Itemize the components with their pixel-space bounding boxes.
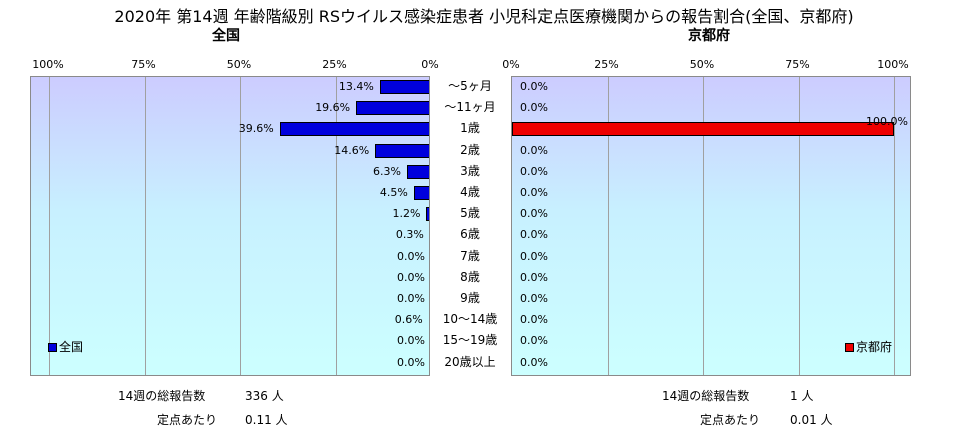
kyoto-value-label: 0.0% — [520, 249, 548, 263]
kyoto-tick-label: 50% — [689, 58, 715, 71]
national-value-label: 0.0% — [397, 249, 425, 263]
age-category-label: ～11ヶ月 — [444, 100, 496, 115]
kyoto-tick-label: 75% — [785, 58, 810, 71]
national-gridline — [240, 77, 241, 375]
national-bar — [426, 207, 429, 222]
kyoto-legend-label: 京都府 — [856, 340, 893, 354]
kyoto-value-label: 0.0% — [520, 186, 548, 199]
kyoto-legend: 京都府 — [845, 340, 892, 354]
national-tick-label: 100% — [32, 58, 64, 71]
age-category-label: 10～14歳 — [442, 312, 498, 327]
national-tick-label: 50% — [226, 58, 252, 71]
national-bar — [406, 164, 429, 179]
national-value-label: 0.3% — [395, 228, 424, 242]
national-plot-area: 13.4% 19.6% 39.6% 14.6% 6.3% 4.5% 1.2% 0.3% 0.0%… — [30, 76, 430, 376]
kyoto-value-label: 0.0% — [520, 143, 548, 157]
kyoto-total-value: 1 人 — [790, 389, 814, 403]
age-category-label: 5歳 — [460, 206, 480, 221]
age-category-label: 7歳 — [460, 248, 480, 263]
kyoto-value-label: 0.0% — [520, 228, 548, 242]
national-bar — [379, 80, 429, 94]
kyoto-per-label: 定点あたり — [700, 413, 761, 427]
kyoto-subtitle: 京都府 — [688, 28, 730, 44]
age-category-label: 3歳 — [460, 163, 480, 178]
national-bar — [356, 101, 429, 116]
national-value-label: 0.6% — [394, 313, 423, 327]
national-value-label: 39.6% — [238, 122, 274, 136]
national-value-label: 14.6% — [334, 143, 370, 157]
kyoto-value-label: 0.0% — [520, 270, 548, 284]
age-category-label: 15～19歳 — [442, 333, 498, 348]
kyoto-value-label: 0.0% — [520, 80, 548, 93]
national-per-label: 定点あたり — [157, 413, 218, 427]
national-legend: 全国 — [48, 340, 83, 354]
kyoto-plot-area: 0.0% 0.0% 100.0% 0.0% 0.0% 0.0% 0.0% 0.0% 0.0% 0.… — [511, 76, 911, 376]
national-bar — [279, 122, 429, 137]
chart-title: 2020年 第14週 年齢階級別 RSウイルス感染症患者 小児科定点医療機関から… — [114, 7, 854, 26]
age-category-label: 9歳 — [460, 291, 480, 305]
age-category-label: 6歳 — [460, 227, 480, 242]
national-value-label: 0.0% — [397, 334, 425, 348]
kyoto-value-label: 0.0% — [520, 313, 548, 327]
kyoto-tick-label: 100% — [877, 58, 909, 71]
kyoto-bar — [512, 122, 894, 137]
national-value-label: 4.5% — [379, 186, 408, 199]
national-tick-label: 0% — [421, 58, 439, 71]
national-total-value: 336 人 — [245, 389, 284, 403]
national-value-label: 1.2% — [392, 207, 421, 221]
national-bar — [428, 313, 429, 328]
national-bar — [413, 186, 429, 200]
kyoto-gridline — [703, 77, 704, 375]
kyoto-tick-label: 25% — [594, 58, 619, 71]
age-category-label: 4歳 — [460, 185, 480, 199]
kyoto-value-label: 0.0% — [520, 164, 548, 178]
kyoto-per-value: 0.01 人 — [790, 413, 833, 427]
national-value-label: 13.4% — [338, 80, 374, 93]
kyoto-value-label: 0.0% — [520, 207, 548, 221]
national-value-label: 0.0% — [397, 355, 425, 369]
national-value-label: 6.3% — [372, 164, 401, 178]
national-total-label: 14週の総報告数 — [118, 389, 206, 403]
age-category-label: 8歳 — [460, 269, 480, 284]
kyoto-value-label: 0.0% — [520, 334, 548, 348]
kyoto-value-label: 0.0% — [520, 355, 548, 369]
national-tick-label: 25% — [322, 58, 347, 71]
national-gridline — [335, 77, 337, 375]
national-value-label: 0.0% — [397, 270, 425, 284]
national-subtitle: 全国 — [212, 28, 240, 44]
national-bar — [375, 143, 429, 158]
national-gridline — [144, 77, 146, 375]
kyoto-gridline — [798, 77, 800, 375]
national-legend-swatch — [48, 343, 57, 352]
kyoto-legend-swatch — [845, 343, 854, 352]
national-per-value: 0.11 人 — [245, 413, 288, 427]
national-gridline — [49, 77, 50, 375]
national-legend-label: 全国 — [59, 340, 84, 354]
kyoto-tick-label: 0% — [502, 58, 520, 71]
kyoto-gridline — [894, 77, 895, 375]
kyoto-value-label: 100.0% — [866, 115, 908, 129]
age-category-label: 20歳以上 — [444, 354, 496, 369]
age-category-label: 1歳 — [460, 121, 480, 136]
age-category-label: ～5ヶ月 — [448, 79, 492, 93]
kyoto-value-label: 0.0% — [520, 292, 548, 305]
age-category-label: 2歳 — [460, 142, 480, 157]
national-tick-label: 75% — [131, 58, 156, 71]
national-value-label: 19.6% — [315, 101, 351, 115]
kyoto-value-label: 0.0% — [520, 101, 548, 115]
kyoto-total-label: 14週の総報告数 — [662, 389, 750, 403]
national-value-label: 0.0% — [397, 292, 425, 305]
kyoto-gridline — [607, 77, 609, 375]
